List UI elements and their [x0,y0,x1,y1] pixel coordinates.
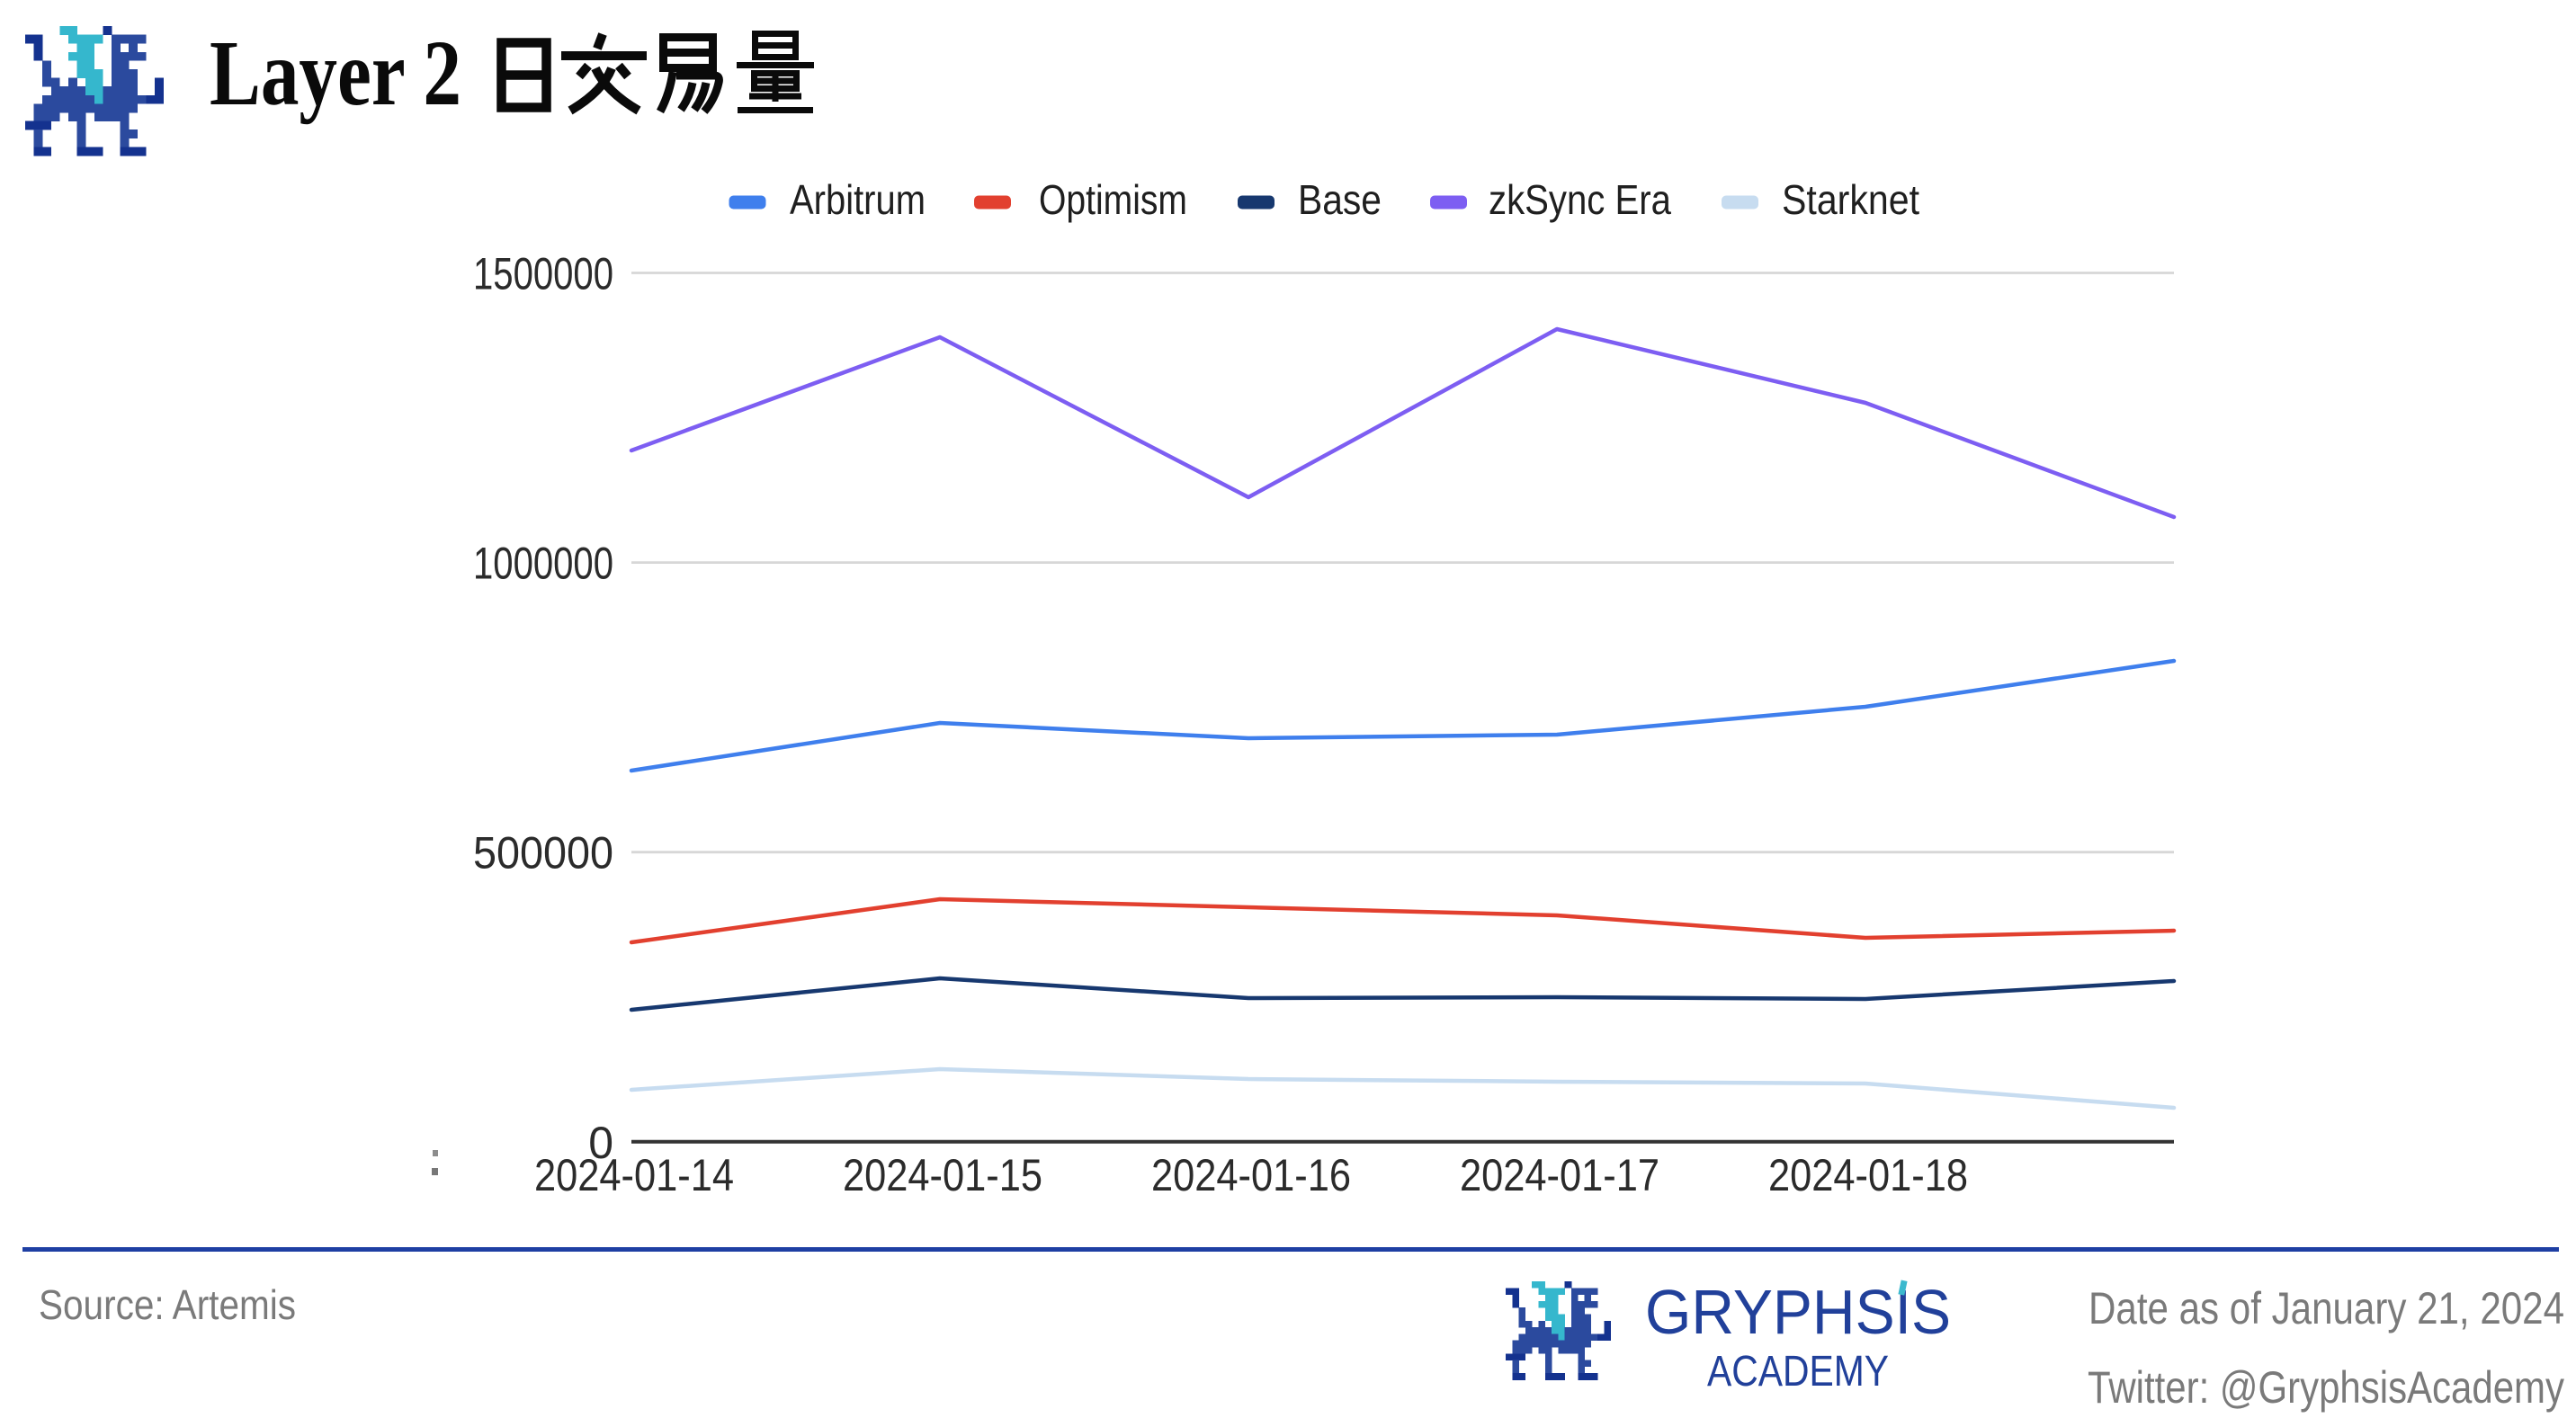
svg-text:2024-01-14: 2024-01-14 [534,1150,734,1200]
svg-text:500000: 500000 [473,828,613,878]
svg-text:2024-01-17: 2024-01-17 [1460,1150,1659,1200]
svg-text:Starknet: Starknet [1782,176,1919,223]
svg-text:2024-01-18: 2024-01-18 [1768,1150,1968,1200]
svg-text:1500000: 1500000 [473,249,613,299]
svg-text:Twitter: @GryphsisAcademy: Twitter: @GryphsisAcademy [2088,1362,2564,1413]
svg-text:Optimism: Optimism [1039,176,1187,223]
svg-text:Source: Artemis: Source: Artemis [39,1281,296,1328]
svg-text:Layer 2: Layer 2 [210,22,461,125]
svg-text:Base: Base [1298,176,1382,223]
svg-text:0: 0 [588,1118,613,1168]
svg-text:1000000: 1000000 [473,539,613,589]
svg-text:ACADEMY: ACADEMY [1707,1348,1889,1396]
svg-text:2024-01-16: 2024-01-16 [1151,1150,1351,1200]
svg-text:2024-01-15: 2024-01-15 [843,1150,1042,1200]
svg-text:zkSync Era: zkSync Era [1489,176,1671,223]
svg-text:Date as of January 21, 2024: Date as of January 21, 2024 [2089,1283,2564,1333]
svg-text:Arbitrum: Arbitrum [790,176,926,223]
